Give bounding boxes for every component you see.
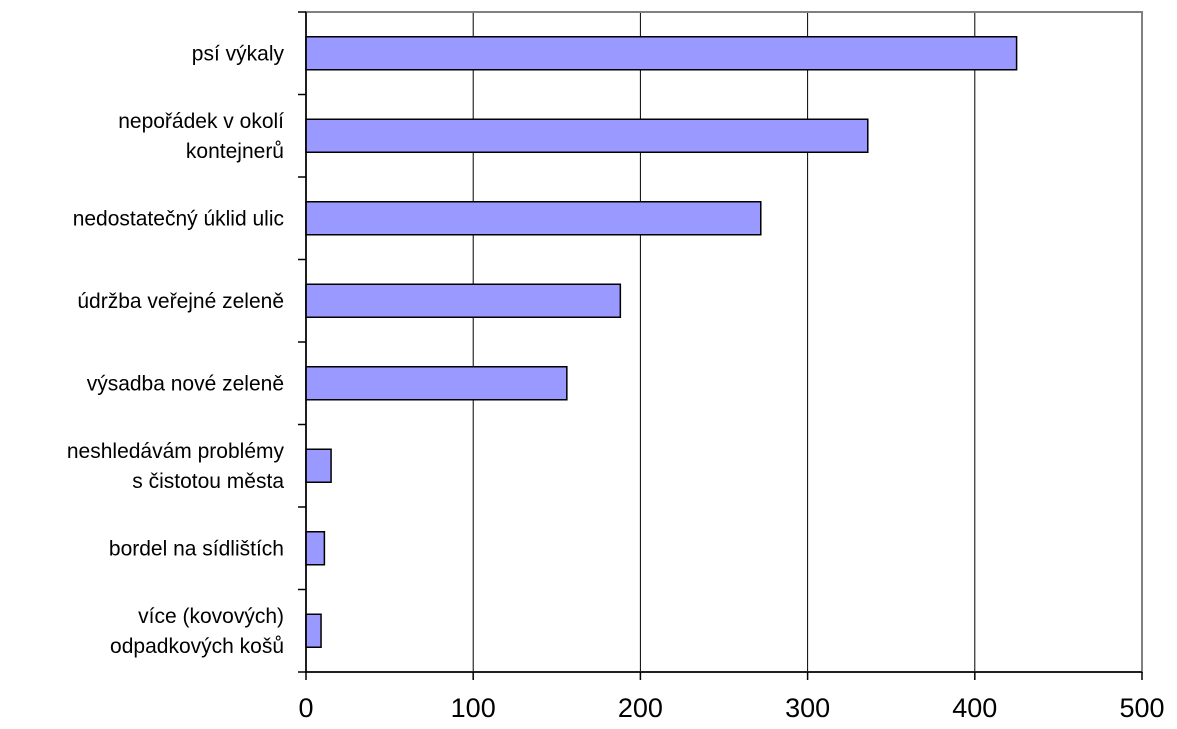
category-label-line: neshledávám problémy [67, 440, 285, 463]
bar-1 [305, 36, 1018, 71]
category-label-1: psí výkaly [192, 42, 285, 65]
category-label-line: odpadkových košů [110, 635, 284, 658]
category-label-6: neshledávám problémy s čistotou města [67, 440, 285, 493]
bar-6 [305, 448, 332, 483]
axes [298, 11, 1143, 680]
x-tick-label: 300 [785, 693, 830, 723]
x-tick-label: 200 [618, 693, 663, 723]
category-label-line: bordel na sídlištích [109, 537, 284, 560]
x-tick-labels: 0 100 200 300 400 500 [298, 693, 1164, 723]
category-label-line: údržba veřejné zeleně [77, 290, 284, 313]
bar-2 [305, 118, 869, 153]
bar-7 [305, 531, 326, 566]
x-tick-label: 0 [298, 693, 313, 723]
bars [305, 36, 1018, 648]
bar-3 [305, 201, 762, 236]
category-label-line: kontejnerů [186, 140, 284, 163]
category-label-line: více (kovových) [138, 605, 284, 628]
x-tick-label: 100 [451, 693, 496, 723]
category-label-line: výsadba nové zeleně [87, 372, 284, 395]
category-label-line: nedostatečný úklid ulic [73, 207, 284, 230]
category-label-4: údržba veřejné zeleně [77, 290, 284, 313]
category-label-line: s čistotou města [132, 470, 284, 493]
bar-4 [305, 283, 622, 318]
category-label-line: psí výkaly [192, 42, 285, 65]
category-label-8: více (kovových) odpadkových košů [110, 605, 284, 658]
category-label-7: bordel na sídlištích [109, 537, 284, 560]
category-label-line: nepořádek v okolí [118, 110, 284, 133]
category-labels: psí výkaly nepořádek v okolí kontejnerů ned… [67, 42, 285, 658]
category-label-2: nepořádek v okolí kontejnerů [118, 110, 284, 163]
x-tick-label: 500 [1119, 693, 1164, 723]
category-label-5: výsadba nové zeleně [87, 372, 284, 395]
plot-area [306, 12, 1142, 672]
bar-8 [305, 613, 322, 648]
category-label-3: nedostatečný úklid ulic [73, 207, 284, 230]
x-tick-label: 400 [952, 693, 997, 723]
bar-5 [305, 366, 568, 401]
